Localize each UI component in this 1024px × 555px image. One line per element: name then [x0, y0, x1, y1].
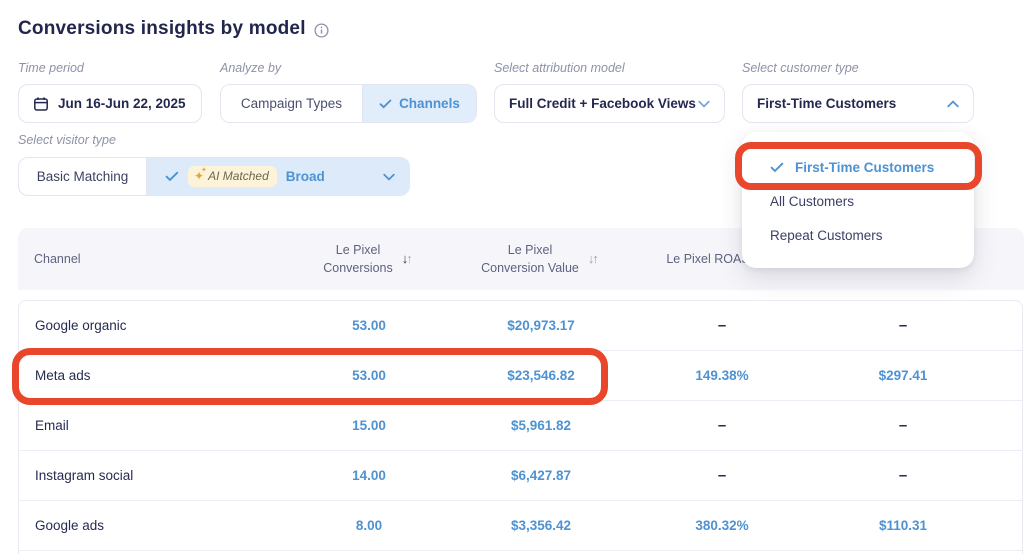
- table-row-email[interactable]: Email 15.00 $5,961.82 – –: [19, 401, 1022, 451]
- channels-table: Google organic 53.00 $20,973.17 – – Meta…: [18, 300, 1023, 554]
- channel-cell: Google ads: [35, 518, 105, 533]
- conversions-cell: 53.00: [352, 318, 386, 333]
- table-row-instagram-social[interactable]: Instagram social 14.00 $6,427.87 – –: [19, 451, 1022, 501]
- analyze-by-label: Analyze by: [220, 61, 282, 75]
- column-header-conversions: Le Pixel Conversions ↓ ↑: [323, 242, 413, 275]
- conversion-value-cell: $3,356.42: [510, 518, 572, 533]
- dropdown-option-all-customers[interactable]: All Customers: [742, 184, 974, 218]
- attribution-model-value: Full Credit + Facebook Views: [509, 96, 696, 111]
- dropdown-option-label: Repeat Customers: [770, 227, 883, 243]
- date-range-picker[interactable]: Jun 16-Jun 22, 2025: [18, 84, 202, 123]
- conversions-cell: 15.00: [352, 418, 386, 433]
- sort-icon-conversions[interactable]: ↓ ↑: [401, 250, 413, 266]
- check-icon: [770, 162, 784, 173]
- column-header-conversion-value: Le Pixel Conversion Value ↓ ↑: [481, 242, 599, 275]
- column-header-channel: Channel: [34, 251, 81, 266]
- conversion-value-cell: $23,546.82: [507, 368, 575, 383]
- date-range-value: Jun 16-Jun 22, 2025: [58, 96, 186, 111]
- segment-ai-matched[interactable]: ✦ ✦ AI Matched Broad: [147, 158, 409, 195]
- customer-type-label: Select customer type: [742, 61, 859, 75]
- dropdown-option-label: First-Time Customers: [795, 159, 935, 175]
- visitor-type-label: Select visitor type: [18, 133, 116, 147]
- page-title: Conversions insights by model: [18, 18, 329, 40]
- ai-matched-badge: ✦ ✦ AI Matched: [188, 166, 277, 187]
- col5-cell: $297.41: [878, 368, 928, 383]
- channel-cell: Email: [35, 418, 69, 433]
- conversions-cell: 8.00: [355, 518, 383, 533]
- roas-cell: –: [717, 467, 727, 484]
- segment-channels[interactable]: Channels: [362, 85, 476, 122]
- roas-cell: –: [717, 317, 727, 334]
- ai-matched-badge-label: AI Matched: [208, 169, 269, 183]
- table-row-meta-ads[interactable]: Meta ads 53.00 $23,546.82 149.38% $297.4…: [19, 351, 1022, 401]
- calendar-icon: [33, 96, 49, 112]
- segment-basic-matching-label: Basic Matching: [36, 169, 129, 184]
- info-icon[interactable]: [314, 22, 329, 38]
- dropdown-option-first-time-customers[interactable]: First-Time Customers: [742, 150, 974, 184]
- check-icon: [379, 99, 392, 109]
- column-header-roas: Le Pixel ROAS: [666, 251, 750, 266]
- segment-campaign-types[interactable]: Campaign Types: [221, 85, 363, 122]
- conversion-value-cell: $6,427.87: [510, 468, 572, 483]
- attribution-model-label: Select attribution model: [494, 61, 625, 75]
- customer-type-dropdown: First-Time Customers All Customers Repea…: [742, 132, 974, 268]
- conversions-cell: 14.00: [352, 468, 386, 483]
- segment-campaign-types-label: Campaign Types: [240, 96, 342, 111]
- channel-cell: Meta ads: [35, 368, 91, 383]
- chevron-up-icon: [947, 99, 959, 108]
- conversion-value-cell: $20,973.17: [507, 318, 575, 333]
- page-title-text: Conversions insights by model: [18, 18, 306, 39]
- customer-type-value: First-Time Customers: [757, 96, 897, 111]
- roas-cell: 149.38%: [695, 368, 749, 383]
- table-row-google-organic[interactable]: Google organic 53.00 $20,973.17 – –: [19, 301, 1022, 351]
- channel-cell: Google organic: [35, 318, 127, 333]
- segment-basic-matching[interactable]: Basic Matching: [19, 158, 147, 195]
- attribution-model-select[interactable]: Full Credit + Facebook Views: [494, 84, 725, 123]
- col5-cell: –: [898, 317, 908, 334]
- col5-cell: $110.31: [878, 518, 928, 533]
- customer-type-select[interactable]: First-Time Customers: [742, 84, 974, 123]
- conversions-cell: 53.00: [352, 368, 386, 383]
- channel-cell: Instagram social: [35, 468, 134, 483]
- visitor-type-value: Broad: [285, 169, 325, 184]
- table-row-google-ads[interactable]: Google ads 8.00 $3,356.42 380.32% $110.3…: [19, 501, 1022, 551]
- conversion-value-cell: $5,961.82: [510, 418, 572, 433]
- dropdown-option-repeat-customers[interactable]: Repeat Customers: [742, 218, 974, 252]
- segment-channels-label: Channels: [399, 96, 460, 111]
- time-period-label: Time period: [18, 61, 84, 75]
- roas-cell: –: [717, 417, 727, 434]
- check-icon: [165, 171, 179, 182]
- roas-cell: 380.32%: [695, 518, 749, 533]
- col5-cell: –: [898, 467, 908, 484]
- sort-icon-conversion-value[interactable]: ↓ ↑: [587, 250, 599, 266]
- chevron-down-icon: [698, 100, 710, 108]
- chevron-down-icon: [383, 173, 395, 181]
- visitor-type-control: Basic Matching ✦ ✦ AI Matched Broad: [18, 157, 410, 196]
- col5-cell: –: [898, 417, 908, 434]
- sparkles-icon: ✦ ✦: [194, 167, 207, 183]
- analyze-by-control: Campaign Types Channels: [220, 84, 477, 123]
- dropdown-option-label: All Customers: [770, 193, 855, 209]
